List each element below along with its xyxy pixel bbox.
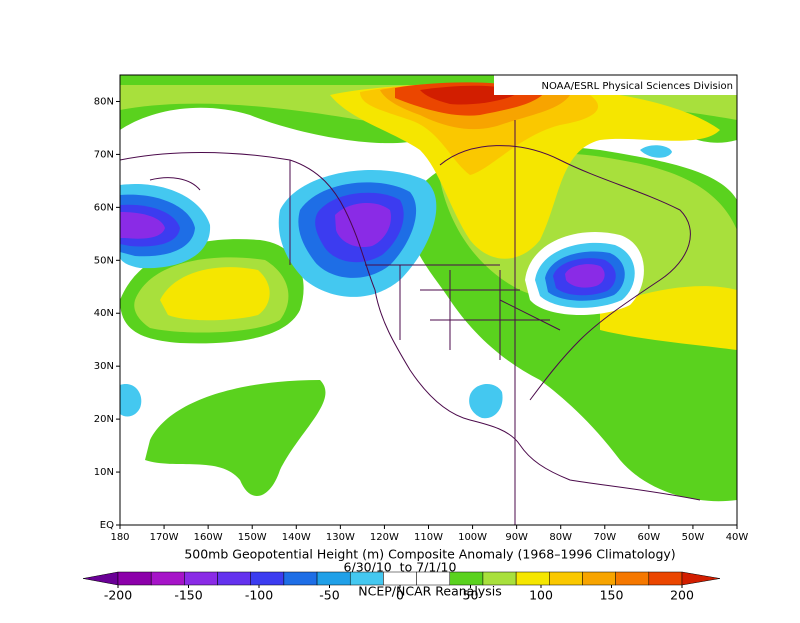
lon-label: 90W	[505, 532, 528, 543]
colorbar-box	[150, 571, 185, 586]
colorbar-box	[549, 571, 583, 586]
colorbar-box	[283, 571, 318, 586]
lon-label: 60W	[638, 532, 661, 543]
credit: NOAA/ESRL Physical Sciences Division	[542, 81, 734, 92]
colorbar-box	[184, 571, 218, 586]
lon-label: 40W	[726, 532, 749, 543]
lon-label: 140W	[282, 532, 311, 543]
colorbar-tick-label: 100	[529, 588, 553, 603]
lat-label: 60N	[94, 202, 114, 213]
colorbar-box	[316, 571, 351, 586]
colorbar-box	[250, 571, 285, 586]
lat-label: 50N	[94, 255, 114, 266]
lon-label: 170W	[150, 532, 179, 543]
low-small	[640, 145, 672, 158]
map-plot: NOAA/ESRL Physical Sciences Division	[119, 74, 738, 526]
lon-label: 180	[110, 532, 129, 543]
colorbar-tick-label: 200	[670, 588, 694, 603]
colorbar-tick-label: -200	[104, 588, 132, 603]
colorbar-box	[648, 571, 683, 586]
lon-label: 150W	[238, 532, 267, 543]
lat-label: 20N	[94, 414, 114, 425]
colorbar-tick-label: -50	[319, 588, 339, 603]
lon-label: 120W	[370, 532, 399, 543]
colorbar-arrow	[82, 571, 119, 586]
low-pacific	[120, 184, 211, 269]
credit-box	[494, 75, 737, 95]
lon-label: 80W	[549, 532, 572, 543]
lat-label: 80N	[94, 96, 114, 107]
low-great-lakes	[525, 232, 644, 316]
lon-label: 160W	[194, 532, 223, 543]
colorbar-box	[615, 571, 650, 586]
lat-label: 10N	[94, 467, 114, 478]
lon-label: 130W	[326, 532, 355, 543]
colorbar-tick-label: 150	[600, 588, 624, 603]
colorbar-tick-label: -100	[245, 588, 273, 603]
colorbar-box	[515, 571, 550, 586]
lat-label: 40N	[94, 308, 114, 319]
colorbar-tick-label: 50	[463, 588, 479, 603]
colorbar-arrow	[681, 571, 721, 586]
date-range: 6/30/10 to 7/1/10	[344, 560, 457, 575]
lat-label: 70N	[94, 149, 114, 160]
coastlines	[119, 120, 701, 525]
lat-label: EQ	[100, 520, 114, 531]
map-title: 500mb Geopotential Height (m) Composite …	[184, 547, 675, 562]
lat-label: 30N	[94, 361, 114, 372]
colorbar-box	[582, 571, 616, 586]
lon-label: 100W	[458, 532, 487, 543]
low-small	[120, 384, 142, 417]
colorbar-box	[117, 571, 152, 586]
low-small	[469, 384, 503, 419]
colorbar: -200 -150 -100 -50 0 50 100 150 200	[82, 571, 721, 603]
colorbar-tick-label: 0	[396, 588, 404, 603]
lon-label: 70W	[593, 532, 616, 543]
source: NCEP/NCAR Reanalysis	[358, 584, 501, 599]
colorbar-tick-label: -150	[174, 588, 202, 603]
colorbar-box	[217, 571, 251, 586]
lon-label: 50W	[682, 532, 705, 543]
lon-label: 110W	[414, 532, 443, 543]
